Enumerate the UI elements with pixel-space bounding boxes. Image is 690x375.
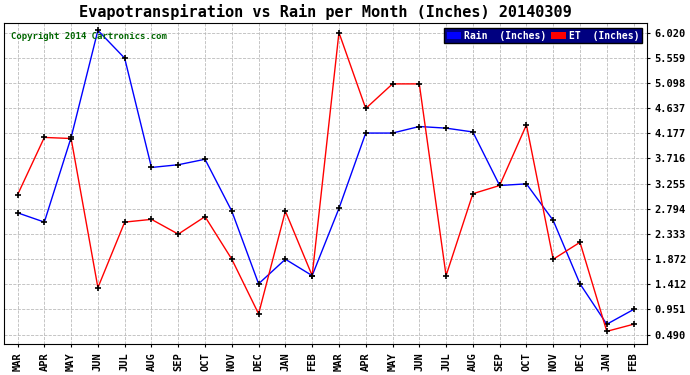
Text: Copyright 2014 Cartronics.com: Copyright 2014 Cartronics.com — [10, 32, 166, 41]
Title: Evapotranspiration vs Rain per Month (Inches) 20140309: Evapotranspiration vs Rain per Month (In… — [79, 4, 572, 20]
Legend: Rain  (Inches), ET  (Inches): Rain (Inches), ET (Inches) — [444, 28, 642, 44]
